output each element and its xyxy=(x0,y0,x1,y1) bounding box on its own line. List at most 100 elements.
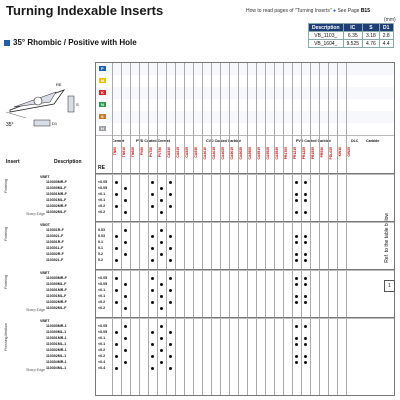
grid-col-line xyxy=(184,63,185,395)
availability-dot xyxy=(295,294,298,298)
availability-dot xyxy=(124,252,127,256)
insert-description: 110302R-F xyxy=(46,252,64,256)
grid-col-line xyxy=(337,63,338,395)
grade-pr1705: PR1705 xyxy=(284,147,288,160)
grid-col-line xyxy=(283,63,284,395)
availability-dot xyxy=(151,180,154,184)
availability-dot xyxy=(304,210,307,214)
insert-description: 110300ML-F xyxy=(46,186,67,190)
availability-dot xyxy=(295,252,298,256)
availability-dot xyxy=(304,354,307,358)
group-name: Finishing xyxy=(4,275,8,290)
insert-description: 110302MR-F xyxy=(46,204,67,208)
grade-tn620: TN620 xyxy=(131,147,135,158)
availability-dot xyxy=(295,192,298,196)
availability-dot xyxy=(124,198,127,202)
grade-pv730: PV730 xyxy=(158,147,162,158)
grade-ca515: CA515 xyxy=(176,147,180,158)
availability-dot xyxy=(151,354,154,358)
material-code-h: H xyxy=(99,126,106,131)
availability-dot xyxy=(304,198,307,202)
grid-col-line xyxy=(157,63,158,395)
grid-col-line xyxy=(328,63,329,395)
grade-ca5535: CA5535 xyxy=(275,147,279,160)
group-divider xyxy=(96,221,394,223)
insert-description: 110300MR-F xyxy=(46,180,67,184)
insert-description: 110300ML-1 xyxy=(46,330,67,334)
section-title: 35° Rhombic / Positive with Hole xyxy=(4,38,137,47)
grid-col-line xyxy=(265,63,266,395)
group-name: Finishing-Medium xyxy=(4,323,8,351)
availability-dot xyxy=(160,240,163,244)
grade-ca5525: CA5525 xyxy=(266,147,270,160)
availability-dot xyxy=(295,324,298,328)
nose-radius: <0.05 xyxy=(98,324,108,328)
availability-dot xyxy=(304,180,307,184)
svg-text:D1: D1 xyxy=(52,121,58,126)
availability-dot xyxy=(169,366,172,370)
availability-dot xyxy=(295,354,298,358)
cvd-header: CVD Coated Carbide xyxy=(206,139,242,143)
availability-dot xyxy=(151,234,154,238)
availability-dot xyxy=(151,192,154,196)
nose-radius: <0.4 xyxy=(98,360,106,364)
availability-dot xyxy=(295,276,298,280)
nose-radius: <0.4 xyxy=(98,366,106,370)
nose-radius: <0.05 xyxy=(98,330,108,334)
availability-dot xyxy=(160,324,163,328)
availability-dot xyxy=(124,306,127,310)
grade-ca525: CA525 xyxy=(185,147,189,158)
nose-radius: <0.1 xyxy=(98,336,106,340)
insert-description: 110301MR-F xyxy=(46,192,67,196)
grade-pr930: PR930 xyxy=(320,147,324,158)
nose-radius: <0.05 xyxy=(98,180,108,184)
availability-dot xyxy=(304,360,307,364)
insert-description: 110301MR-F xyxy=(46,288,67,292)
description-header: Description xyxy=(54,159,82,165)
grade-pr1215: PR1215 xyxy=(293,147,297,160)
availability-dot xyxy=(115,330,118,334)
insert-description: 110304ML-1 xyxy=(46,366,67,370)
pvd-cermet-header: PVD Coated Cermet xyxy=(136,139,170,143)
availability-dot xyxy=(304,258,307,262)
availability-dot xyxy=(115,354,118,358)
insert-description: 110302ML-F xyxy=(46,210,67,214)
insert-description: 110301ML-F xyxy=(46,198,67,202)
availability-dot xyxy=(304,252,307,256)
edge-label: Sharp Edge xyxy=(26,368,45,372)
nose-radius: <0.1 xyxy=(98,294,106,298)
pvd-carbide-header: PVD Coated Carbide xyxy=(296,139,331,143)
availability-dot xyxy=(151,204,154,208)
units-label: (mm) xyxy=(384,17,396,23)
availability-dot xyxy=(115,204,118,208)
nose-radius: <0.1 xyxy=(98,198,106,202)
insert-description: 110302MR-1 xyxy=(46,348,67,352)
availability-dot xyxy=(304,294,307,298)
nose-radius: 0.03 xyxy=(98,228,105,232)
material-code-n: N xyxy=(99,102,106,107)
group-code: VBET xyxy=(40,271,50,275)
nose-radius: 0.03 xyxy=(98,234,105,238)
grid-col-line xyxy=(175,63,176,395)
nose-radius: 0.2 xyxy=(98,252,103,256)
grid-col-line xyxy=(193,63,194,395)
grade-ca4010: CA4010 xyxy=(203,147,207,160)
page-title: Turning Indexable Inserts xyxy=(6,3,164,18)
availability-dot xyxy=(169,342,172,346)
availability-dot xyxy=(124,294,127,298)
nose-radius: <0.05 xyxy=(98,276,108,280)
availability-dot xyxy=(115,234,118,238)
availability-dot xyxy=(304,324,307,328)
nose-radius: 0.1 xyxy=(98,246,103,250)
grade-tn60: TN60 xyxy=(113,147,117,156)
grid-col-line xyxy=(130,63,131,395)
grade-tn610: TN610 xyxy=(122,147,126,158)
grid-col-line xyxy=(220,63,221,395)
nose-radius: <0.1 xyxy=(98,192,106,196)
availability-dot xyxy=(169,180,172,184)
availability-dot xyxy=(160,348,163,352)
grade-ca5505: CA5505 xyxy=(248,147,252,160)
availability-dot xyxy=(169,354,172,358)
availability-dot xyxy=(304,300,307,304)
grid-col-line xyxy=(139,63,140,395)
